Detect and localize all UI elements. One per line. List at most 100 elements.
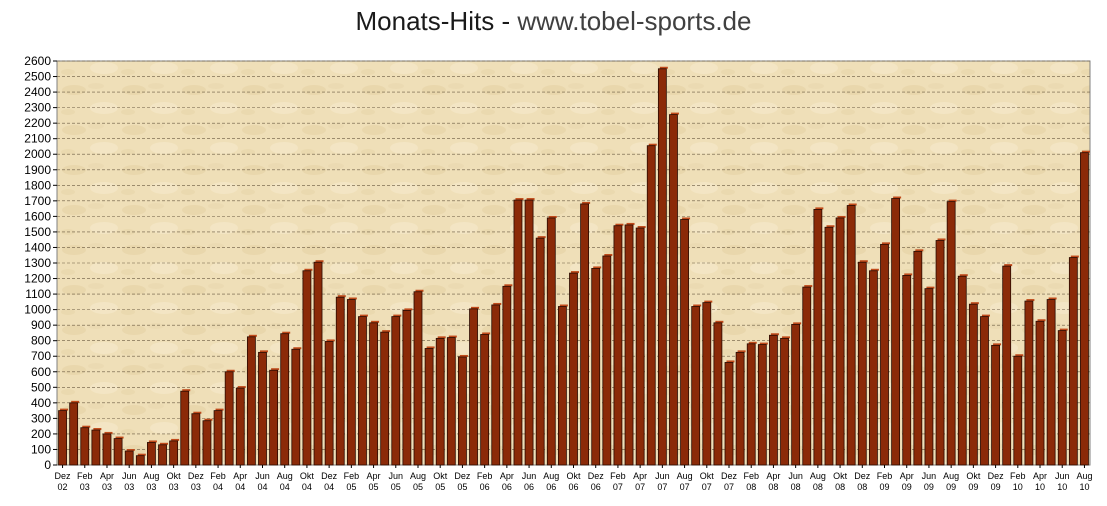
bar [335,295,346,466]
x-tick-year: 08 [835,482,845,492]
x-tick-year: 09 [880,482,890,492]
bar [269,368,280,466]
bar-body [269,369,278,466]
x-tick-month: Apr [100,471,114,481]
bar-body [246,336,256,466]
x-tick-year: 08 [791,482,801,492]
bar [302,268,313,466]
bar-body [924,288,934,466]
x-tick-month: Apr [766,471,780,481]
x-tick-month: Aug [810,471,826,481]
y-tick-label: 300 [31,411,51,425]
bar [1057,328,1068,466]
bar-body [502,285,512,466]
bar-top-face [304,268,313,271]
bar [391,314,402,466]
bar-top-face [248,334,257,337]
bar-body [469,308,478,466]
bar-body [69,402,79,466]
x-tick-year: 10 [1013,482,1023,492]
x-tick-year: 06 [568,482,578,492]
bar-top-face [293,347,302,350]
bar-top-face [204,418,213,421]
bar [869,268,879,466]
x-tick-month: Feb [77,471,93,481]
bar-body [602,255,612,466]
x-tick-month: Apr [233,471,247,481]
bar-top-face [1037,319,1046,322]
bar-top-face [537,236,546,239]
bar-body [968,303,978,466]
bar [713,320,724,466]
bar-body [735,351,745,466]
x-tick-month: Dez [988,471,1005,481]
chart-title: Monats-Hits - www.tobel-sports.de [0,6,1107,37]
x-tick-year: 03 [80,482,90,492]
bar-body [713,322,723,466]
bar-top-face [870,268,879,271]
bar-body [335,296,345,466]
bar [813,207,824,466]
y-tick-label: 800 [31,334,51,348]
bar [1013,354,1024,466]
bar [191,411,202,466]
bar-body [135,455,145,466]
bar [491,302,502,466]
bar [880,242,891,466]
bar-top-face [1004,264,1013,267]
chart-title-separator: - [501,6,511,36]
bar [657,66,668,466]
bar-body [124,450,134,466]
x-tick-year: 10 [1057,482,1067,492]
bar [902,273,913,466]
bar [80,425,91,466]
x-tick-month: Dez [588,471,605,481]
bar [680,217,691,466]
bar-body [857,261,867,466]
bar-body [880,243,889,466]
y-tick-label: 0 [44,458,51,472]
bar-top-face [359,314,368,317]
y-tick-label: 1400 [24,240,51,254]
bar-body [624,224,634,466]
bar-top-face [726,360,735,363]
bar [158,442,169,466]
bar [235,386,246,466]
x-tick-year: 09 [991,482,1001,492]
y-tick-label: 400 [31,396,51,410]
x-tick-year: 07 [613,482,623,492]
chart-subtitle: www.tobel-sports.de [517,6,752,36]
x-tick-year: 05 [391,482,401,492]
bar [735,350,746,466]
bar-top-face [937,238,946,241]
bar-top-face [815,207,824,210]
x-tick-month: Jun [122,471,137,481]
bar [702,300,713,466]
x-tick-month: Jun [788,471,803,481]
bar [980,314,990,466]
bar-body [846,205,856,466]
bar [835,215,846,466]
bar-top-face [526,198,535,201]
x-tick-month: Apr [633,471,647,481]
bar [691,304,702,466]
bar-top-face [415,289,424,292]
bar-body [358,316,367,466]
bar-top-face [915,249,924,252]
bar-body [580,203,590,466]
bar-top-face [282,331,291,334]
bar [413,289,424,466]
bar-top-face [826,225,835,228]
bar-top-face [637,226,646,229]
bar-top-face [981,314,990,317]
bar-top-face [337,295,346,298]
bar [135,453,146,466]
bar-top-face [226,369,235,372]
bar [402,308,413,466]
bar-body [813,208,823,466]
x-tick-year: 05 [346,482,356,492]
bar [258,350,268,466]
bar-top-face [482,332,491,335]
bar-top-face [548,215,557,218]
